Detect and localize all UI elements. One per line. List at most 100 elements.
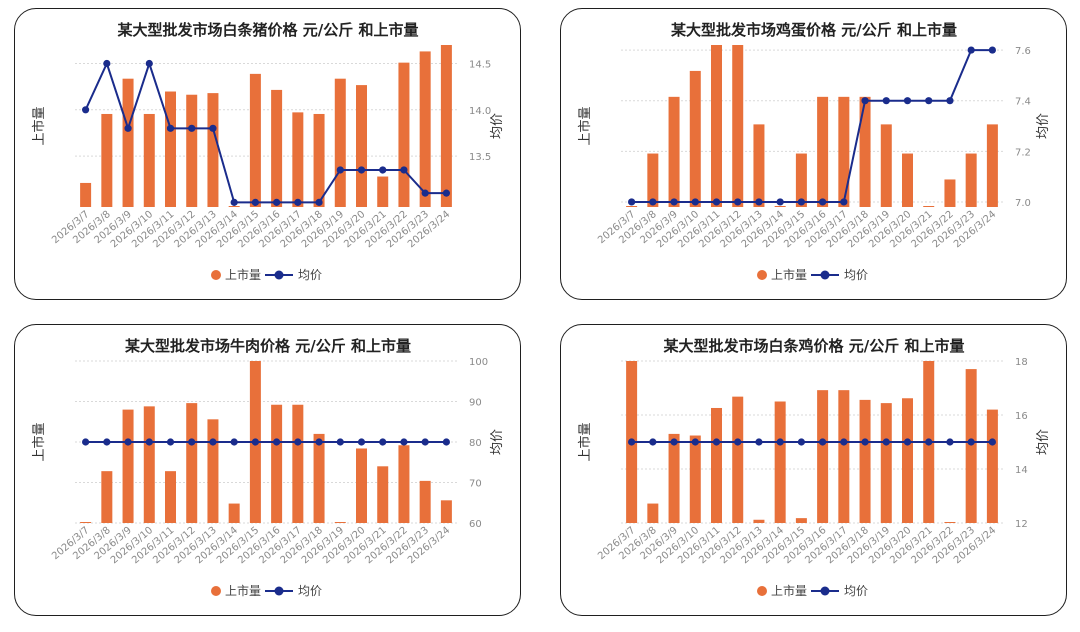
price-point xyxy=(124,124,132,132)
price-point xyxy=(379,166,387,174)
price-point xyxy=(946,97,954,105)
bar xyxy=(292,112,304,207)
legend-line-label: 均价 xyxy=(298,268,322,282)
price-point xyxy=(861,97,869,105)
bar xyxy=(165,91,176,207)
price-point xyxy=(861,438,869,446)
bar xyxy=(647,503,659,523)
legend-line-label: 均价 xyxy=(298,584,322,598)
price-point xyxy=(273,438,281,446)
bar xyxy=(795,518,807,523)
right-axis-title: 均价 xyxy=(1036,113,1051,139)
price-point xyxy=(209,438,217,446)
price-point xyxy=(734,198,742,206)
bar xyxy=(711,45,722,207)
price-point xyxy=(336,166,344,174)
price-point xyxy=(691,198,699,206)
bar xyxy=(122,78,134,207)
price-point xyxy=(82,438,90,446)
bar xyxy=(80,522,92,523)
bar xyxy=(356,448,367,523)
bar xyxy=(165,471,176,523)
bar xyxy=(986,124,998,207)
price-point xyxy=(670,198,678,206)
bar xyxy=(817,390,829,523)
bar xyxy=(902,398,913,523)
price-point xyxy=(755,438,763,446)
right-tick-label: 7.6 xyxy=(1015,46,1031,57)
bar xyxy=(356,85,367,207)
right-tick-label: 12 xyxy=(1015,519,1028,530)
bar xyxy=(944,179,956,207)
bar xyxy=(419,51,431,208)
price-point xyxy=(145,59,153,68)
bar xyxy=(689,435,701,523)
price-point xyxy=(379,438,387,446)
right-tick-label: 80 xyxy=(469,438,482,449)
bar xyxy=(965,153,977,207)
right-tick-label: 100 xyxy=(469,357,488,368)
price-point xyxy=(840,198,848,206)
price-point xyxy=(840,438,848,446)
bar xyxy=(774,206,786,207)
right-tick-label: 7.0 xyxy=(1015,198,1031,209)
price-point xyxy=(734,438,742,446)
price-point xyxy=(988,46,996,54)
bar xyxy=(398,445,410,523)
legend-bar-label: 上市量 xyxy=(771,583,807,598)
price-point xyxy=(691,438,699,446)
right-tick-label: 14.5 xyxy=(469,60,491,71)
price-point xyxy=(882,97,890,105)
legend-bar-label: 上市量 xyxy=(771,267,807,282)
bar xyxy=(923,206,935,207)
price-point xyxy=(776,198,784,206)
bar xyxy=(186,403,198,523)
price-point xyxy=(946,438,954,446)
price-point xyxy=(188,124,196,132)
bar xyxy=(398,62,410,207)
price-point xyxy=(628,438,636,446)
price-point xyxy=(819,198,827,206)
legend-line-dot xyxy=(820,586,830,596)
right-tick-label: 18 xyxy=(1015,357,1028,368)
price-point xyxy=(124,438,132,446)
bar xyxy=(313,113,325,207)
bar xyxy=(143,113,155,207)
price-point xyxy=(776,438,784,446)
bar xyxy=(249,73,261,208)
price-point xyxy=(421,438,429,446)
bar xyxy=(440,500,452,523)
price-point xyxy=(670,438,678,446)
price-point xyxy=(103,438,111,446)
chart-panel-beef: 某大型批发市场牛肉价格 元/公斤 和上市量 60 70 80 90 100 上市量 均价 202… xyxy=(14,324,521,616)
legend-bar-swatch xyxy=(211,586,221,596)
left-axis-title: 上市量 xyxy=(31,422,47,461)
price-point xyxy=(230,198,238,206)
price-point xyxy=(903,97,912,105)
chart-title: 某大型批发市场白条鸡价格 元/公斤 和上市量 xyxy=(664,337,965,355)
price-point xyxy=(649,438,657,446)
right-axis-title: 均价 xyxy=(1036,429,1051,455)
right-tick-label: 90 xyxy=(469,398,482,409)
bar xyxy=(711,407,722,523)
price-point xyxy=(755,198,763,206)
chart-panel-chicken: 某大型批发市场白条鸡价格 元/公斤 和上市量 12 14 16 18 上市量 均价 2026/… xyxy=(560,324,1067,616)
right-tick-label: 70 xyxy=(469,479,482,490)
bar xyxy=(774,401,786,523)
price-point xyxy=(712,198,721,206)
price-point xyxy=(294,438,302,446)
chart-panel-pork: 某大型批发市场白条猪价格 元/公斤 和上市量 13.5 14.0 14.5 上市量 均价 2… xyxy=(14,8,521,300)
bar xyxy=(186,94,198,207)
price-line xyxy=(631,49,993,203)
price-point xyxy=(357,166,366,174)
right-tick-label: 16 xyxy=(1015,411,1028,422)
price-point xyxy=(967,46,975,54)
price-point xyxy=(315,438,323,446)
price-point xyxy=(273,198,281,206)
bar xyxy=(313,433,325,523)
bar xyxy=(859,399,871,523)
price-point xyxy=(988,438,996,446)
right-tick-label: 14 xyxy=(1015,465,1028,476)
